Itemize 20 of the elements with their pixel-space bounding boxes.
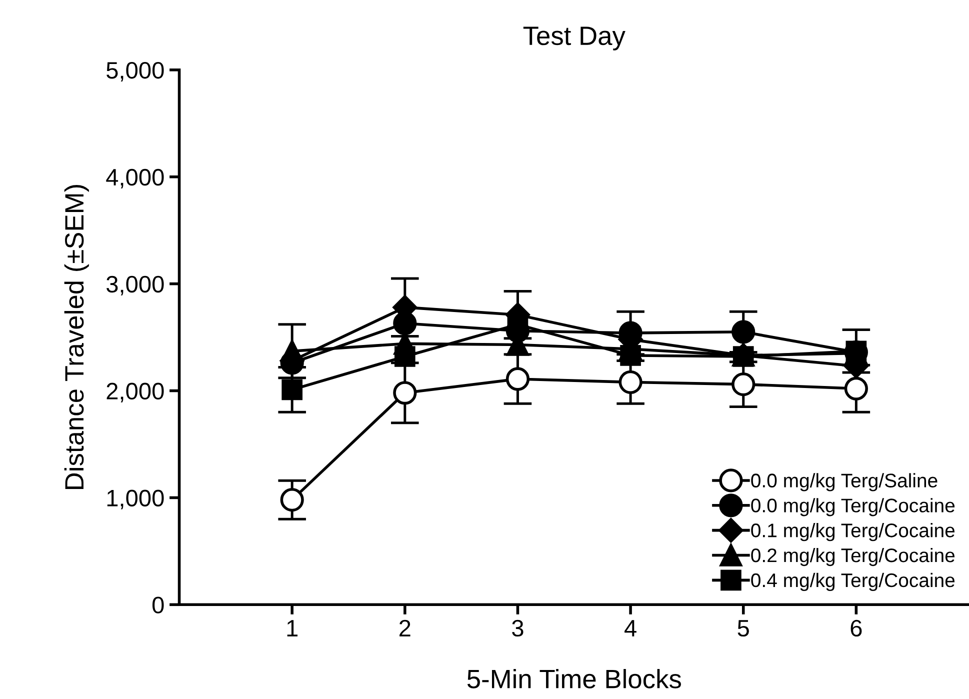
y-tick-label: 4,000: [106, 168, 164, 188]
y-tick-label: 2,000: [106, 382, 164, 402]
y-tick-label: 5,000: [106, 62, 164, 82]
chart-title: Test Day: [523, 26, 626, 50]
legend-label: 0.2 mg/kg Terg/Cocaine: [751, 548, 955, 566]
legend-label: 0.1 mg/kg Terg/Cocaine: [751, 523, 955, 542]
x-tick-label: 2: [400, 620, 410, 636]
x-axis-title: 5-Min Time Blocks: [467, 669, 681, 688]
legend-label: 0.4 mg/kg Terg/Cocaine: [751, 572, 955, 592]
legend-label: 0.0 mg/kg Terg/Saline: [751, 473, 938, 492]
x-tick-label: 5: [738, 620, 749, 637]
x-tick-label: 6: [850, 620, 862, 637]
legend-label: 0.0 mg/kg Terg/Cocaine: [751, 498, 955, 516]
y-axis-title: Distance Traveled (±SEM): [64, 185, 89, 489]
y-tick-label: 1,000: [107, 490, 164, 510]
y-tick-label: 3,000: [106, 276, 164, 296]
x-tick-label: 1: [287, 620, 298, 636]
y-tick-label: 0: [152, 596, 164, 614]
x-tick-label: 3: [512, 620, 524, 637]
x-tick-label: 4: [624, 620, 636, 636]
